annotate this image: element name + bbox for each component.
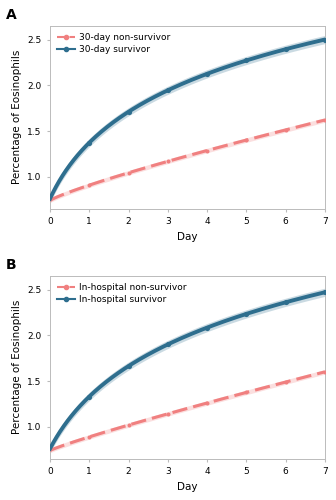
Point xyxy=(165,158,170,166)
Point xyxy=(126,362,131,370)
Point xyxy=(87,392,92,400)
Legend: In-hospital non-survivor, In-hospital survivor: In-hospital non-survivor, In-hospital su… xyxy=(54,280,189,306)
Legend: 30-day non-survivor, 30-day survivor: 30-day non-survivor, 30-day survivor xyxy=(54,30,173,56)
Point xyxy=(322,36,328,44)
Point xyxy=(283,378,288,386)
Point xyxy=(244,136,249,144)
Y-axis label: Percentage of Eosinophils: Percentage of Eosinophils xyxy=(12,50,22,184)
Point xyxy=(204,146,210,154)
Text: A: A xyxy=(6,8,17,22)
X-axis label: Day: Day xyxy=(177,232,198,241)
Text: B: B xyxy=(6,258,17,272)
Y-axis label: Percentage of Eosinophils: Percentage of Eosinophils xyxy=(12,300,22,434)
Point xyxy=(244,310,249,318)
Point xyxy=(126,421,131,429)
Point xyxy=(87,181,92,189)
Point xyxy=(87,433,92,441)
X-axis label: Day: Day xyxy=(177,482,198,492)
Point xyxy=(165,340,170,348)
Point xyxy=(322,368,328,376)
Point xyxy=(126,108,131,116)
Point xyxy=(244,388,249,396)
Point xyxy=(204,399,210,407)
Point xyxy=(283,298,288,306)
Point xyxy=(283,46,288,54)
Point xyxy=(165,86,170,94)
Point xyxy=(322,116,328,124)
Point xyxy=(204,324,210,332)
Point xyxy=(244,56,249,64)
Point xyxy=(283,126,288,134)
Point xyxy=(165,410,170,418)
Point xyxy=(87,138,92,146)
Point xyxy=(322,288,328,296)
Point xyxy=(126,169,131,177)
Point xyxy=(204,70,210,78)
